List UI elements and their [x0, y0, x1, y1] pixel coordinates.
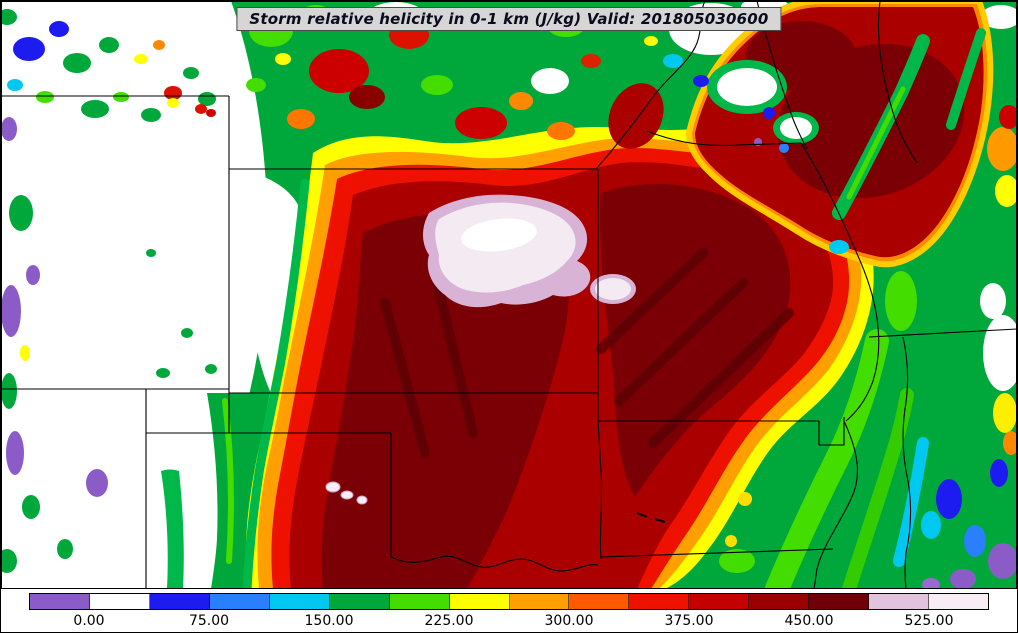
colorbar-tick-label: 450.00	[784, 613, 834, 629]
colorbar-tick-label: 225.00	[424, 613, 474, 629]
main-helicity-mass	[242, 127, 874, 589]
colorbar-tick-label: 375.00	[664, 613, 714, 629]
state-borders	[1, 1, 1017, 589]
map-frame	[1, 1, 1017, 589]
colorbar-segment	[209, 594, 270, 609]
colorbar-segment	[809, 594, 870, 609]
map-title: Storm relative helicity in 0-1 km (J/kg)…	[236, 7, 782, 31]
colorbar-tick-label: 525.00	[904, 613, 954, 629]
colorbar-tick-label: 150.00	[304, 613, 354, 629]
colorbar-segment	[30, 594, 90, 609]
colorbar-segment	[509, 594, 570, 609]
colorbar-tick-label: 300.00	[544, 613, 594, 629]
colorbar-segment	[449, 594, 510, 609]
east-cool-band	[725, 283, 1017, 589]
southwest-green-strips	[161, 393, 253, 589]
legend: 0.00 75.00 150.00 225.00 300.00 375.00 450.00 5…	[1, 589, 1017, 632]
colorbar-segment	[149, 594, 210, 609]
colorbar-ticks: 0.00 75.00 150.00 225.00 300.00 375.00 450.00 5…	[29, 610, 989, 632]
colorbar-segment	[89, 594, 150, 609]
extreme-helicity-blob	[325, 194, 636, 505]
colorbar	[29, 593, 989, 610]
colorbar-segment	[869, 594, 930, 609]
colorbar-segment	[269, 594, 330, 609]
colorbar-segment	[569, 594, 630, 609]
colorbar-segment	[629, 594, 690, 609]
colorbar-tick-label: 75.00	[188, 613, 230, 629]
colorbar-tick-label: 0.00	[73, 613, 105, 629]
helicity-map-canvas	[1, 1, 1017, 589]
colorbar-segment	[749, 594, 810, 609]
northeast-helicity-mass	[663, 1, 1017, 268]
west-scatter-patches	[1, 9, 217, 573]
legend-inner: 0.00 75.00 150.00 225.00 300.00 375.00 450.00 5…	[29, 593, 989, 632]
colorbar-segment	[329, 594, 390, 609]
map-area: Storm relative helicity in 0-1 km (J/kg)…	[1, 1, 1017, 589]
colorbar-segment	[389, 594, 450, 609]
colorbar-segment	[689, 594, 750, 609]
colorbar-segment	[929, 594, 988, 609]
